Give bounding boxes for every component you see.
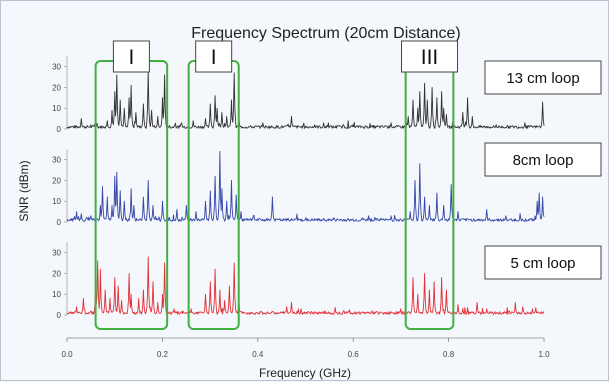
x-axis-label: Frequency (GHz)	[259, 366, 351, 380]
y-tick-label: 20	[52, 176, 61, 185]
series-line	[66, 256, 545, 315]
band-label: III	[421, 46, 439, 69]
x-tick-label: 0.6	[348, 350, 360, 359]
loop-labels: 13 cm loop 8cm loop 5 cm loop	[484, 60, 602, 280]
x-tick-label: 0.4	[252, 350, 264, 359]
x-axis: 0.0 0.2 0.4 0.6 0.8 1.0	[61, 337, 550, 359]
loop-label-box	[484, 245, 602, 280]
y-tick-label: 20	[52, 269, 61, 278]
loop-label-box	[484, 60, 602, 95]
band-label-box	[112, 40, 150, 73]
y-tick-label: 0	[57, 125, 62, 134]
loop-label: 13 cm loop	[506, 70, 579, 87]
band-label: I	[128, 46, 134, 69]
y-tick-label: 10	[52, 104, 61, 113]
band-label-box	[195, 40, 233, 73]
y-tick-label: 30	[52, 63, 61, 72]
x-tick-label: 0.8	[443, 350, 455, 359]
frequency-bands: I I III	[94, 40, 459, 330]
y-tick-label: 10	[52, 197, 61, 206]
y-tick-label: 0	[57, 218, 62, 227]
x-tick-label: 1.0	[538, 350, 550, 359]
x-tick-label: 0.0	[61, 350, 73, 359]
spectrum-traces	[66, 70, 545, 315]
y-tick-label: 20	[52, 83, 61, 92]
loop-label: 8cm loop	[513, 152, 574, 169]
y-axis-label: SNR (dBm)	[17, 160, 31, 221]
y-tick-label: 10	[52, 290, 61, 299]
y-tick-label: 0	[57, 311, 62, 320]
y-tick-label: 30	[52, 249, 61, 258]
loop-label-box	[484, 142, 602, 177]
series-line	[66, 70, 545, 129]
chart-title: Frequency Spectrum (20cm Distance)	[191, 25, 460, 42]
loop-label: 5 cm loop	[510, 255, 575, 272]
band-label: I	[211, 46, 217, 69]
y-tick-label: 30	[52, 156, 61, 165]
x-tick-label: 0.2	[157, 350, 169, 359]
y-axes: 0 10 20 30 0 10 20 30 0 10 20 30	[52, 56, 68, 320]
band-label-box	[401, 40, 459, 73]
series-line	[66, 150, 545, 222]
